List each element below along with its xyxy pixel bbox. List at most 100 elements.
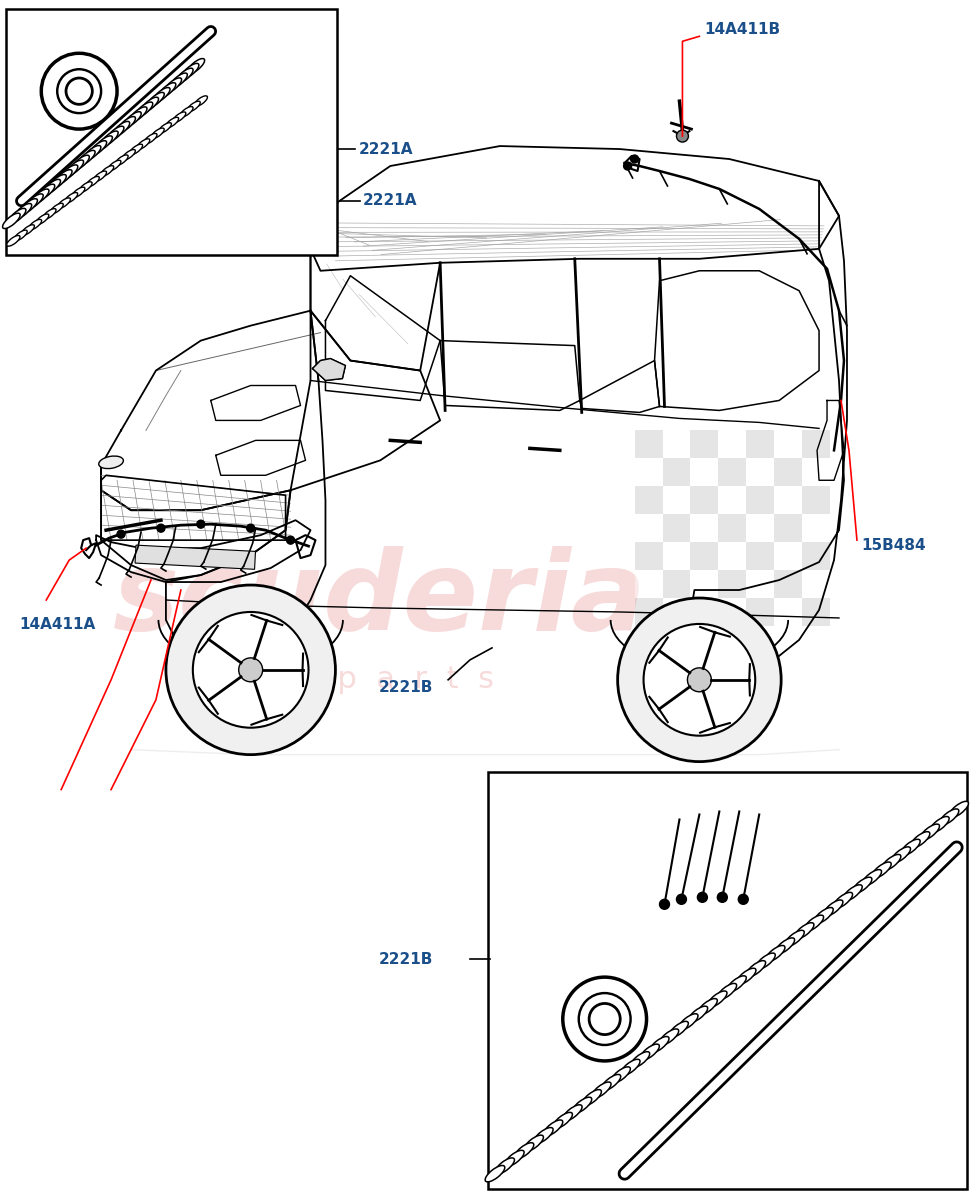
Ellipse shape <box>505 1151 524 1166</box>
Ellipse shape <box>862 870 881 886</box>
Circle shape <box>287 536 295 544</box>
Ellipse shape <box>146 92 164 108</box>
Circle shape <box>676 894 686 905</box>
Ellipse shape <box>582 1090 601 1106</box>
Ellipse shape <box>106 126 124 142</box>
Bar <box>690 458 718 486</box>
Ellipse shape <box>552 1112 572 1129</box>
Ellipse shape <box>94 172 106 181</box>
Circle shape <box>58 70 102 113</box>
Ellipse shape <box>89 140 106 156</box>
Bar <box>802 542 830 570</box>
Ellipse shape <box>765 946 785 962</box>
Ellipse shape <box>901 839 920 856</box>
Bar <box>634 458 663 486</box>
Bar <box>634 598 663 626</box>
Ellipse shape <box>824 900 843 917</box>
Ellipse shape <box>20 199 37 214</box>
Ellipse shape <box>804 916 824 931</box>
Bar <box>774 486 802 514</box>
Ellipse shape <box>543 1120 563 1136</box>
Ellipse shape <box>14 204 31 218</box>
Ellipse shape <box>194 96 208 107</box>
Text: 2221B: 2221B <box>379 952 432 967</box>
Ellipse shape <box>21 224 34 235</box>
Bar <box>747 458 774 486</box>
Ellipse shape <box>112 121 130 137</box>
Bar <box>7 10 338 254</box>
Circle shape <box>117 530 125 538</box>
Ellipse shape <box>170 73 187 89</box>
Ellipse shape <box>173 112 185 122</box>
Bar <box>663 542 690 570</box>
Bar <box>634 514 663 542</box>
Bar <box>774 458 802 486</box>
Circle shape <box>166 586 336 755</box>
Ellipse shape <box>25 194 43 209</box>
Ellipse shape <box>485 1165 505 1182</box>
Ellipse shape <box>107 161 121 170</box>
Bar <box>488 772 966 1189</box>
Circle shape <box>41 53 117 130</box>
Bar <box>634 570 663 598</box>
Circle shape <box>563 977 646 1061</box>
Ellipse shape <box>717 983 737 1000</box>
Ellipse shape <box>164 78 182 94</box>
Ellipse shape <box>43 179 61 194</box>
Bar <box>802 431 830 458</box>
Ellipse shape <box>130 107 147 122</box>
Ellipse shape <box>9 209 26 223</box>
Ellipse shape <box>49 174 66 190</box>
Ellipse shape <box>165 118 179 128</box>
Circle shape <box>197 520 205 528</box>
Text: 14A411A: 14A411A <box>20 618 96 632</box>
Ellipse shape <box>182 64 199 79</box>
Ellipse shape <box>101 131 118 146</box>
Bar <box>718 598 747 626</box>
Bar <box>802 458 830 486</box>
Ellipse shape <box>630 1051 650 1068</box>
Ellipse shape <box>64 192 78 203</box>
Bar <box>718 431 747 458</box>
Ellipse shape <box>727 976 747 992</box>
Ellipse shape <box>122 150 136 161</box>
Circle shape <box>643 624 755 736</box>
Circle shape <box>624 162 631 170</box>
Bar <box>774 514 802 542</box>
Ellipse shape <box>143 133 157 144</box>
Ellipse shape <box>911 832 930 848</box>
Circle shape <box>66 78 93 104</box>
Ellipse shape <box>794 923 814 940</box>
Ellipse shape <box>86 176 100 187</box>
Text: 2221A: 2221A <box>362 193 417 209</box>
Polygon shape <box>312 359 346 380</box>
Circle shape <box>630 155 638 163</box>
Text: 2221B: 2221B <box>379 680 432 695</box>
Bar <box>774 570 802 598</box>
Ellipse shape <box>698 998 717 1015</box>
Circle shape <box>579 994 630 1045</box>
Ellipse shape <box>58 198 70 209</box>
Ellipse shape <box>135 102 152 118</box>
Bar <box>802 514 830 542</box>
Text: 14A411B: 14A411B <box>705 22 781 37</box>
Ellipse shape <box>176 68 193 84</box>
Ellipse shape <box>872 862 891 878</box>
Ellipse shape <box>7 235 20 246</box>
Ellipse shape <box>611 1067 630 1084</box>
Ellipse shape <box>43 209 56 220</box>
Ellipse shape <box>99 456 123 468</box>
Bar <box>663 458 690 486</box>
Ellipse shape <box>72 155 90 170</box>
Ellipse shape <box>118 116 136 132</box>
Ellipse shape <box>881 854 901 871</box>
Ellipse shape <box>785 930 804 947</box>
Bar <box>747 431 774 458</box>
Bar <box>747 570 774 598</box>
Text: scuderia: scuderia <box>113 546 647 654</box>
Ellipse shape <box>152 88 170 103</box>
Ellipse shape <box>678 1014 698 1030</box>
Ellipse shape <box>775 938 794 954</box>
Circle shape <box>687 668 712 691</box>
Bar <box>690 570 718 598</box>
